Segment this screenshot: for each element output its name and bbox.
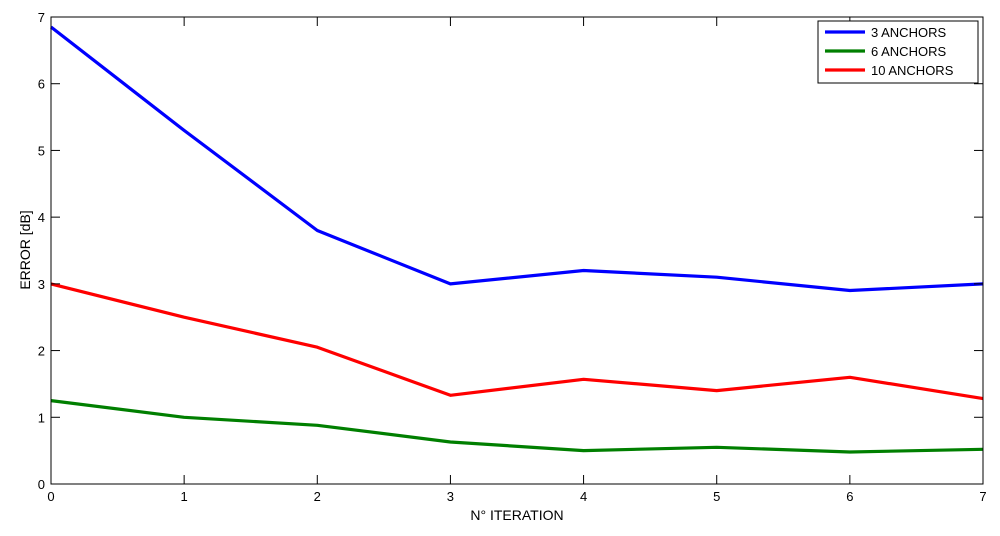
- legend: 3 ANCHORS 6 ANCHORS 10 ANCHORS: [817, 20, 979, 84]
- y-tick-label: 7: [38, 10, 45, 25]
- plot-frame: [50, 16, 984, 485]
- y-axis-label: ERROR [dB]: [17, 210, 33, 289]
- legend-label: 6 ANCHORS: [871, 44, 946, 59]
- y-tick-label: 4: [38, 210, 45, 225]
- y-tick-label: 3: [38, 277, 45, 292]
- series-layer: [50, 25, 984, 454]
- x-tick-label: 2: [314, 489, 321, 504]
- y-tick-label: 2: [38, 344, 45, 359]
- x-tick-label: 7: [979, 489, 986, 504]
- y-tick-label: 5: [38, 143, 45, 158]
- x-tick-label: 6: [846, 489, 853, 504]
- legend-label: 10 ANCHORS: [871, 63, 954, 78]
- plot-background: [51, 17, 983, 484]
- ticks-layer: 0 1 2 3 4 5 6 7 0 1 2 3 4 5 6 7: [38, 10, 987, 504]
- legend-label: 3 ANCHORS: [871, 25, 946, 40]
- x-tick-label: 0: [47, 489, 54, 504]
- series-line-6-anchors: [50, 399, 984, 454]
- y-tick-label: 1: [38, 410, 45, 425]
- x-tick-label: 4: [580, 489, 587, 504]
- x-tick-label: 5: [713, 489, 720, 504]
- y-tick-label: 0: [38, 477, 45, 492]
- x-axis-label: N° ITERATION: [470, 507, 563, 523]
- series-line-10-anchors: [50, 282, 984, 401]
- series-line-3-anchors: [50, 25, 984, 293]
- x-tick-label: 3: [447, 489, 454, 504]
- y-tick-label: 6: [38, 77, 45, 92]
- x-tick-label: 1: [181, 489, 188, 504]
